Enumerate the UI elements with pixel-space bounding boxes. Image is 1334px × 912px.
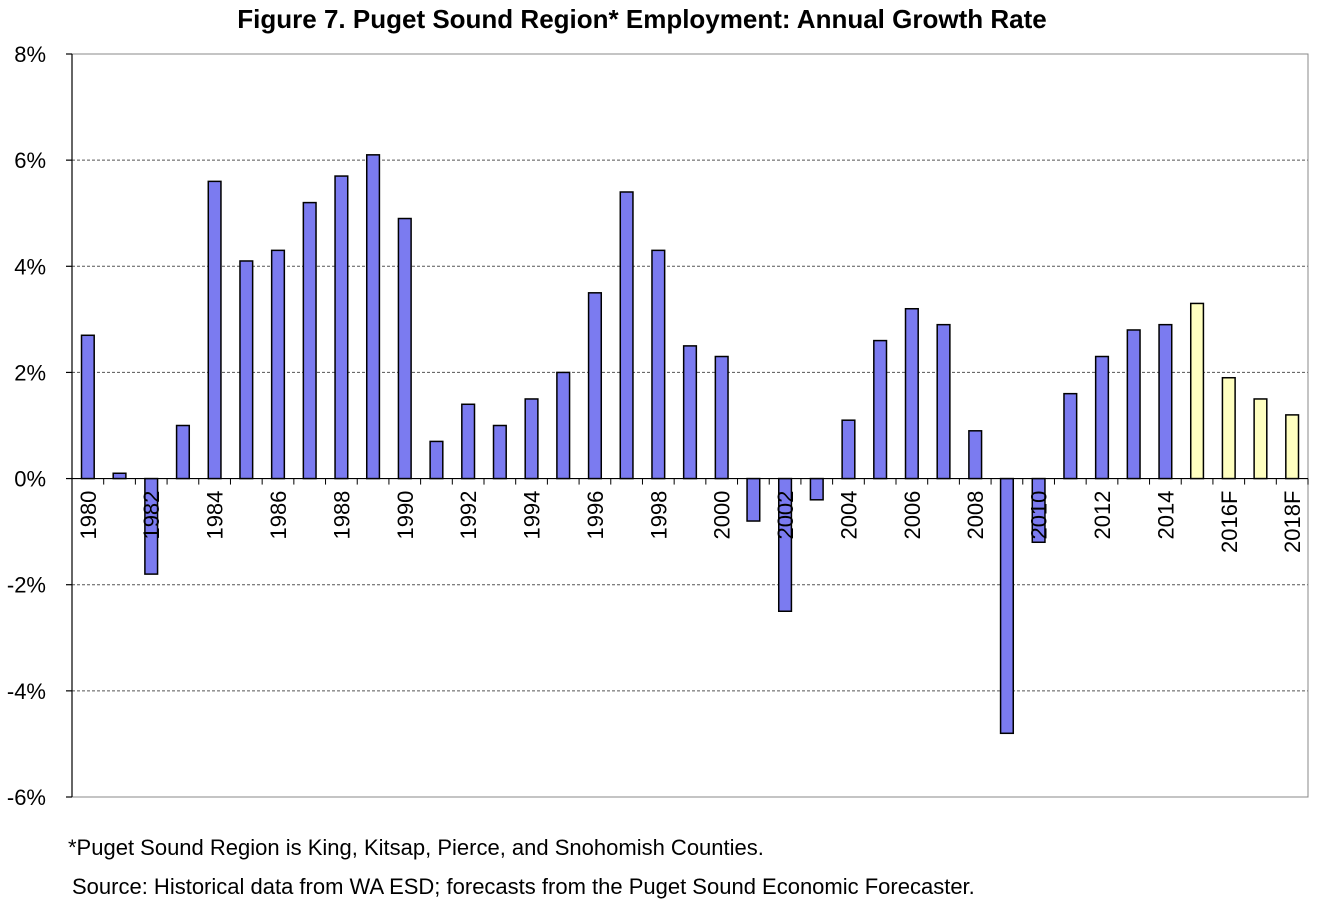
x-tick-label: 1994 xyxy=(520,491,545,540)
bar-2003 xyxy=(809,477,824,501)
bar-1993 xyxy=(492,424,507,480)
bar-2015 xyxy=(1189,302,1205,480)
footnote-source: Source: Historical data from WA ESD; for… xyxy=(72,874,975,899)
x-tick-label: 1998 xyxy=(646,491,671,540)
x-tick-label: 2006 xyxy=(900,491,925,540)
x-tick-label: 1990 xyxy=(393,491,418,540)
y-tick-label: 8% xyxy=(14,42,46,67)
bar-2008 xyxy=(968,430,983,480)
bar-1994 xyxy=(524,398,539,480)
x-tick-label: 1996 xyxy=(583,491,608,540)
bar-2007 xyxy=(936,323,951,480)
bar-2011 xyxy=(1063,392,1078,480)
y-tick-label: -2% xyxy=(7,573,46,598)
bar-1996 xyxy=(587,292,603,480)
y-tick-label: -6% xyxy=(7,785,46,810)
x-tick-label: 2012 xyxy=(1090,491,1115,540)
bar-1995 xyxy=(556,371,571,480)
axes xyxy=(66,53,1309,798)
bar-1988 xyxy=(334,175,349,480)
bar-1991 xyxy=(429,440,444,480)
y-tick-label: 6% xyxy=(14,148,46,173)
bar-1992 xyxy=(461,403,476,480)
x-tick-label: 2010 xyxy=(1027,491,1052,540)
x-tick-label: 2004 xyxy=(836,491,861,540)
bar-2014 xyxy=(1158,323,1173,480)
bar-2006 xyxy=(904,307,919,480)
chart-title: Figure 7. Puget Sound Region* Employment… xyxy=(237,4,1046,34)
x-tick-label: 2008 xyxy=(963,491,988,540)
bar-2013 xyxy=(1126,329,1141,480)
bar-1998 xyxy=(651,249,666,480)
bar-2009 xyxy=(999,477,1015,735)
y-tick-label: 0% xyxy=(14,467,46,492)
bar-1981 xyxy=(112,472,127,480)
bar-2018F xyxy=(1285,414,1300,480)
footnote-definition: *Puget Sound Region is King, Kitsap, Pie… xyxy=(68,835,764,860)
x-tick-label: 1982 xyxy=(139,491,164,540)
x-tick-label: 1988 xyxy=(329,491,354,540)
x-tick-label: 1984 xyxy=(203,491,228,540)
y-tick-label: 2% xyxy=(14,360,46,385)
x-axis-ticks: 1980 1982 1984 1986 1988 1990 1992 1994 1996 1998… xyxy=(76,491,1305,553)
bar-1990 xyxy=(397,217,412,480)
bar-1986 xyxy=(270,249,286,480)
x-tick-label: 2000 xyxy=(710,491,735,540)
bar-1984 xyxy=(207,180,222,480)
bar-1980 xyxy=(80,334,95,480)
bar-1983 xyxy=(175,424,191,480)
x-tick-label: 2014 xyxy=(1153,491,1178,540)
x-tick-label: 2018F xyxy=(1280,491,1305,553)
bar-1997 xyxy=(619,191,634,480)
bar-2001 xyxy=(746,477,761,522)
y-axis-ticks: -6% -4% -2% 0% 2% 4% 6% 8% xyxy=(7,42,46,810)
bar-2017F xyxy=(1253,398,1268,480)
bar-1999 xyxy=(682,345,698,480)
x-tick-label: 1980 xyxy=(76,491,101,540)
bar-2004 xyxy=(841,419,856,480)
y-tick-label: -4% xyxy=(7,679,46,704)
x-tick-label: 2016F xyxy=(1217,491,1242,553)
bar-1989 xyxy=(365,154,381,480)
bar-2005 xyxy=(873,339,888,480)
x-tick-label: 2002 xyxy=(773,491,798,540)
bar-2016F xyxy=(1221,376,1236,480)
bar-1985 xyxy=(239,260,254,480)
x-tick-label: 1992 xyxy=(456,491,481,540)
y-tick-label: 4% xyxy=(14,254,46,279)
x-tick-label: 1986 xyxy=(266,491,291,540)
bars xyxy=(80,154,1300,735)
bar-1987 xyxy=(302,201,317,480)
bar-2000 xyxy=(714,355,729,480)
bar-2012 xyxy=(1094,355,1110,480)
